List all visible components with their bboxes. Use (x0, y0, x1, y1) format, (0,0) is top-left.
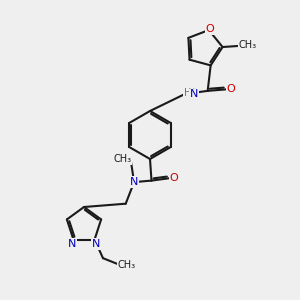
Text: N: N (92, 239, 100, 249)
Text: N: N (190, 89, 198, 100)
Text: O: O (169, 173, 178, 183)
Text: H: H (184, 88, 191, 98)
Text: N: N (130, 177, 138, 187)
Text: CH₃: CH₃ (117, 260, 135, 270)
Text: CH₃: CH₃ (113, 154, 131, 164)
Text: O: O (206, 24, 214, 34)
Text: O: O (227, 84, 236, 94)
Text: CH₃: CH₃ (238, 40, 256, 50)
Text: N: N (68, 239, 76, 249)
